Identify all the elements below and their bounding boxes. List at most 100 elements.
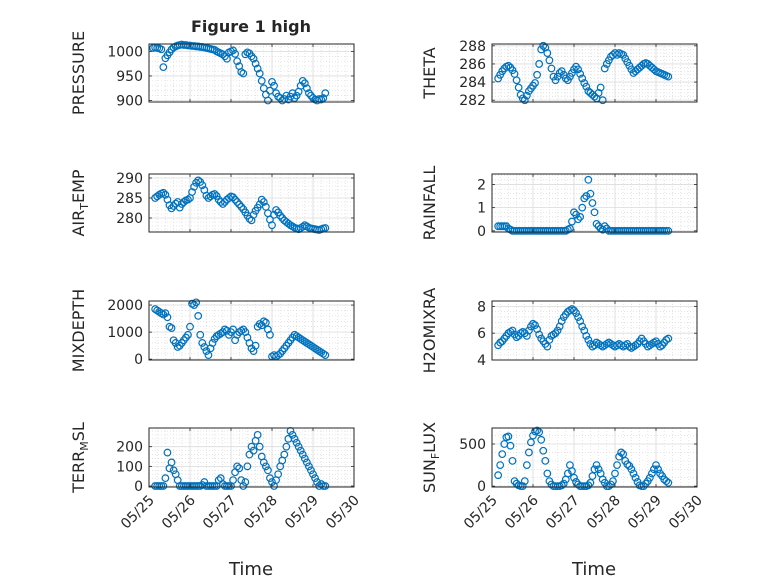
x-tick-label: 05/29 xyxy=(625,493,665,533)
data-point xyxy=(654,465,662,474)
data-point xyxy=(270,81,278,90)
data-point xyxy=(604,482,613,491)
data-point xyxy=(165,322,174,331)
data-point xyxy=(570,473,578,482)
data-point xyxy=(580,194,589,203)
data-point xyxy=(516,329,525,338)
data-point xyxy=(568,467,576,475)
y-tick-label: 282 xyxy=(459,93,486,109)
data-point xyxy=(292,91,301,100)
data-point xyxy=(527,438,535,447)
data-point xyxy=(520,96,529,105)
data-point xyxy=(231,49,240,58)
y-tick-label: 2 xyxy=(477,177,486,193)
data-point xyxy=(167,324,176,332)
plot-area xyxy=(149,44,354,102)
data-point xyxy=(596,83,605,92)
data-point xyxy=(159,188,168,197)
y-axis-label: H2OMIXRA xyxy=(420,288,439,374)
y-tick-label: 100 xyxy=(116,459,143,475)
data-point xyxy=(533,426,541,435)
data-point xyxy=(259,198,268,206)
axes-box xyxy=(148,43,355,103)
data-point xyxy=(192,298,201,307)
data-point xyxy=(249,210,258,219)
data-point xyxy=(535,330,544,339)
data-point xyxy=(512,76,521,85)
panel-h2omixra: 4 6 8 H2OMIXRA xyxy=(420,288,698,374)
data-point xyxy=(543,342,552,351)
panel-rainfall: 0 1 2 RAINFALL xyxy=(420,166,698,241)
data-point xyxy=(518,482,527,491)
data-point xyxy=(278,214,287,222)
data-point xyxy=(494,471,503,480)
data-point xyxy=(631,473,640,482)
data-point xyxy=(590,208,599,217)
data-point xyxy=(216,329,225,338)
data-point xyxy=(188,299,196,308)
panel-theta: 282 284 286 288 THETA xyxy=(420,39,698,109)
x-tick-label: 05/30 xyxy=(666,493,706,533)
axes-box xyxy=(491,43,698,103)
data-point xyxy=(298,76,307,85)
y-tick-label: 4 xyxy=(477,353,486,369)
data-point xyxy=(200,478,209,486)
y-tick-label: 6 xyxy=(477,326,486,342)
data-point xyxy=(266,330,274,339)
data-point xyxy=(307,466,315,475)
data-point xyxy=(584,335,593,344)
data-point xyxy=(623,460,632,469)
data-point xyxy=(313,478,322,486)
data-point xyxy=(255,69,264,78)
data-point xyxy=(261,318,270,327)
data-point xyxy=(514,83,523,92)
data-point xyxy=(586,189,595,198)
data-point xyxy=(161,309,170,318)
data-point xyxy=(257,195,266,204)
data-point xyxy=(576,70,585,78)
panel-sun_flux: 05/25 05/26 05/27 05/28 05/29 05/30 0 500 SUNFLU… xyxy=(420,422,706,532)
data-point xyxy=(233,198,242,206)
y-tick-label: 290 xyxy=(116,171,143,187)
data-point xyxy=(522,461,531,469)
data-point xyxy=(161,474,170,483)
data-point xyxy=(321,89,330,98)
data-point xyxy=(598,96,607,105)
data-point xyxy=(600,222,609,231)
data-point xyxy=(257,76,266,85)
data-point xyxy=(539,446,548,455)
data-point xyxy=(220,52,229,61)
data-point xyxy=(522,91,531,100)
data-point xyxy=(163,448,172,457)
data-point xyxy=(253,64,262,73)
axes-box xyxy=(148,300,355,361)
data-point xyxy=(533,70,541,79)
y-axis-label: RAINFALL xyxy=(420,166,439,241)
panel-terr_msl: 05/25 05/26 05/27 05/28 05/29 05/30 0 100 200 TER… xyxy=(69,422,363,532)
y-tick-label: 200 xyxy=(116,440,143,456)
x-tick-label: 05/28 xyxy=(584,493,624,533)
data-point xyxy=(592,219,601,228)
data-point xyxy=(496,338,505,347)
data-point xyxy=(578,203,587,212)
data-point xyxy=(298,450,307,459)
data-point xyxy=(253,430,262,439)
data-point xyxy=(592,461,601,469)
data-point xyxy=(627,465,636,474)
data-point xyxy=(241,478,250,486)
data-point xyxy=(302,458,311,467)
data-point xyxy=(194,176,203,185)
data-point xyxy=(288,430,297,439)
data-point xyxy=(204,351,213,360)
data-point xyxy=(656,342,664,351)
data-point xyxy=(535,428,544,437)
data-point xyxy=(196,330,205,339)
data-point xyxy=(305,89,313,98)
data-point xyxy=(650,338,658,347)
data-point xyxy=(529,319,537,328)
y-tick-label: 2000 xyxy=(107,298,143,314)
data-point xyxy=(290,94,299,102)
data-point xyxy=(255,442,264,451)
data-point xyxy=(276,211,285,220)
data-point xyxy=(319,349,328,358)
